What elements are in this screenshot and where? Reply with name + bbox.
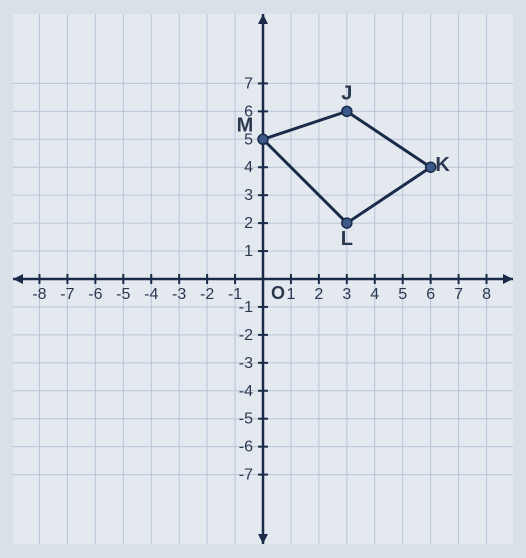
svg-text:3: 3 — [342, 286, 351, 303]
svg-text:-8: -8 — [32, 286, 46, 303]
svg-text:-4: -4 — [144, 286, 158, 303]
svg-text:-6: -6 — [239, 439, 253, 456]
svg-text:1: 1 — [286, 286, 295, 303]
svg-text:7: 7 — [244, 75, 253, 92]
svg-text:-2: -2 — [239, 327, 253, 344]
svg-text:-6: -6 — [88, 286, 102, 303]
svg-text:-3: -3 — [172, 286, 186, 303]
coordinate-plane-chart: 12345678-1-2-3-4-5-6-7-81234567-1-2-3-4-… — [13, 14, 513, 544]
chart-svg: 12345678-1-2-3-4-5-6-7-81234567-1-2-3-4-… — [13, 14, 513, 544]
svg-text:-5: -5 — [116, 286, 130, 303]
svg-text:5: 5 — [398, 286, 407, 303]
svg-text:-5: -5 — [239, 411, 253, 428]
svg-text:-7: -7 — [60, 286, 74, 303]
svg-text:7: 7 — [454, 286, 463, 303]
svg-text:-2: -2 — [200, 286, 214, 303]
svg-text:K: K — [435, 154, 450, 176]
svg-text:3: 3 — [244, 187, 253, 204]
svg-text:4: 4 — [370, 286, 379, 303]
svg-text:-1: -1 — [239, 299, 253, 316]
svg-text:2: 2 — [244, 215, 253, 232]
svg-text:2: 2 — [314, 286, 323, 303]
svg-text:L: L — [341, 228, 353, 250]
svg-text:6: 6 — [426, 286, 435, 303]
svg-text:M: M — [237, 114, 254, 136]
svg-text:8: 8 — [482, 286, 491, 303]
svg-text:O: O — [271, 283, 285, 303]
svg-text:-7: -7 — [239, 467, 253, 484]
svg-text:J: J — [341, 82, 352, 104]
svg-text:1: 1 — [244, 243, 253, 260]
svg-text:-3: -3 — [239, 355, 253, 372]
svg-text:-4: -4 — [239, 383, 253, 400]
svg-text:4: 4 — [244, 159, 253, 176]
